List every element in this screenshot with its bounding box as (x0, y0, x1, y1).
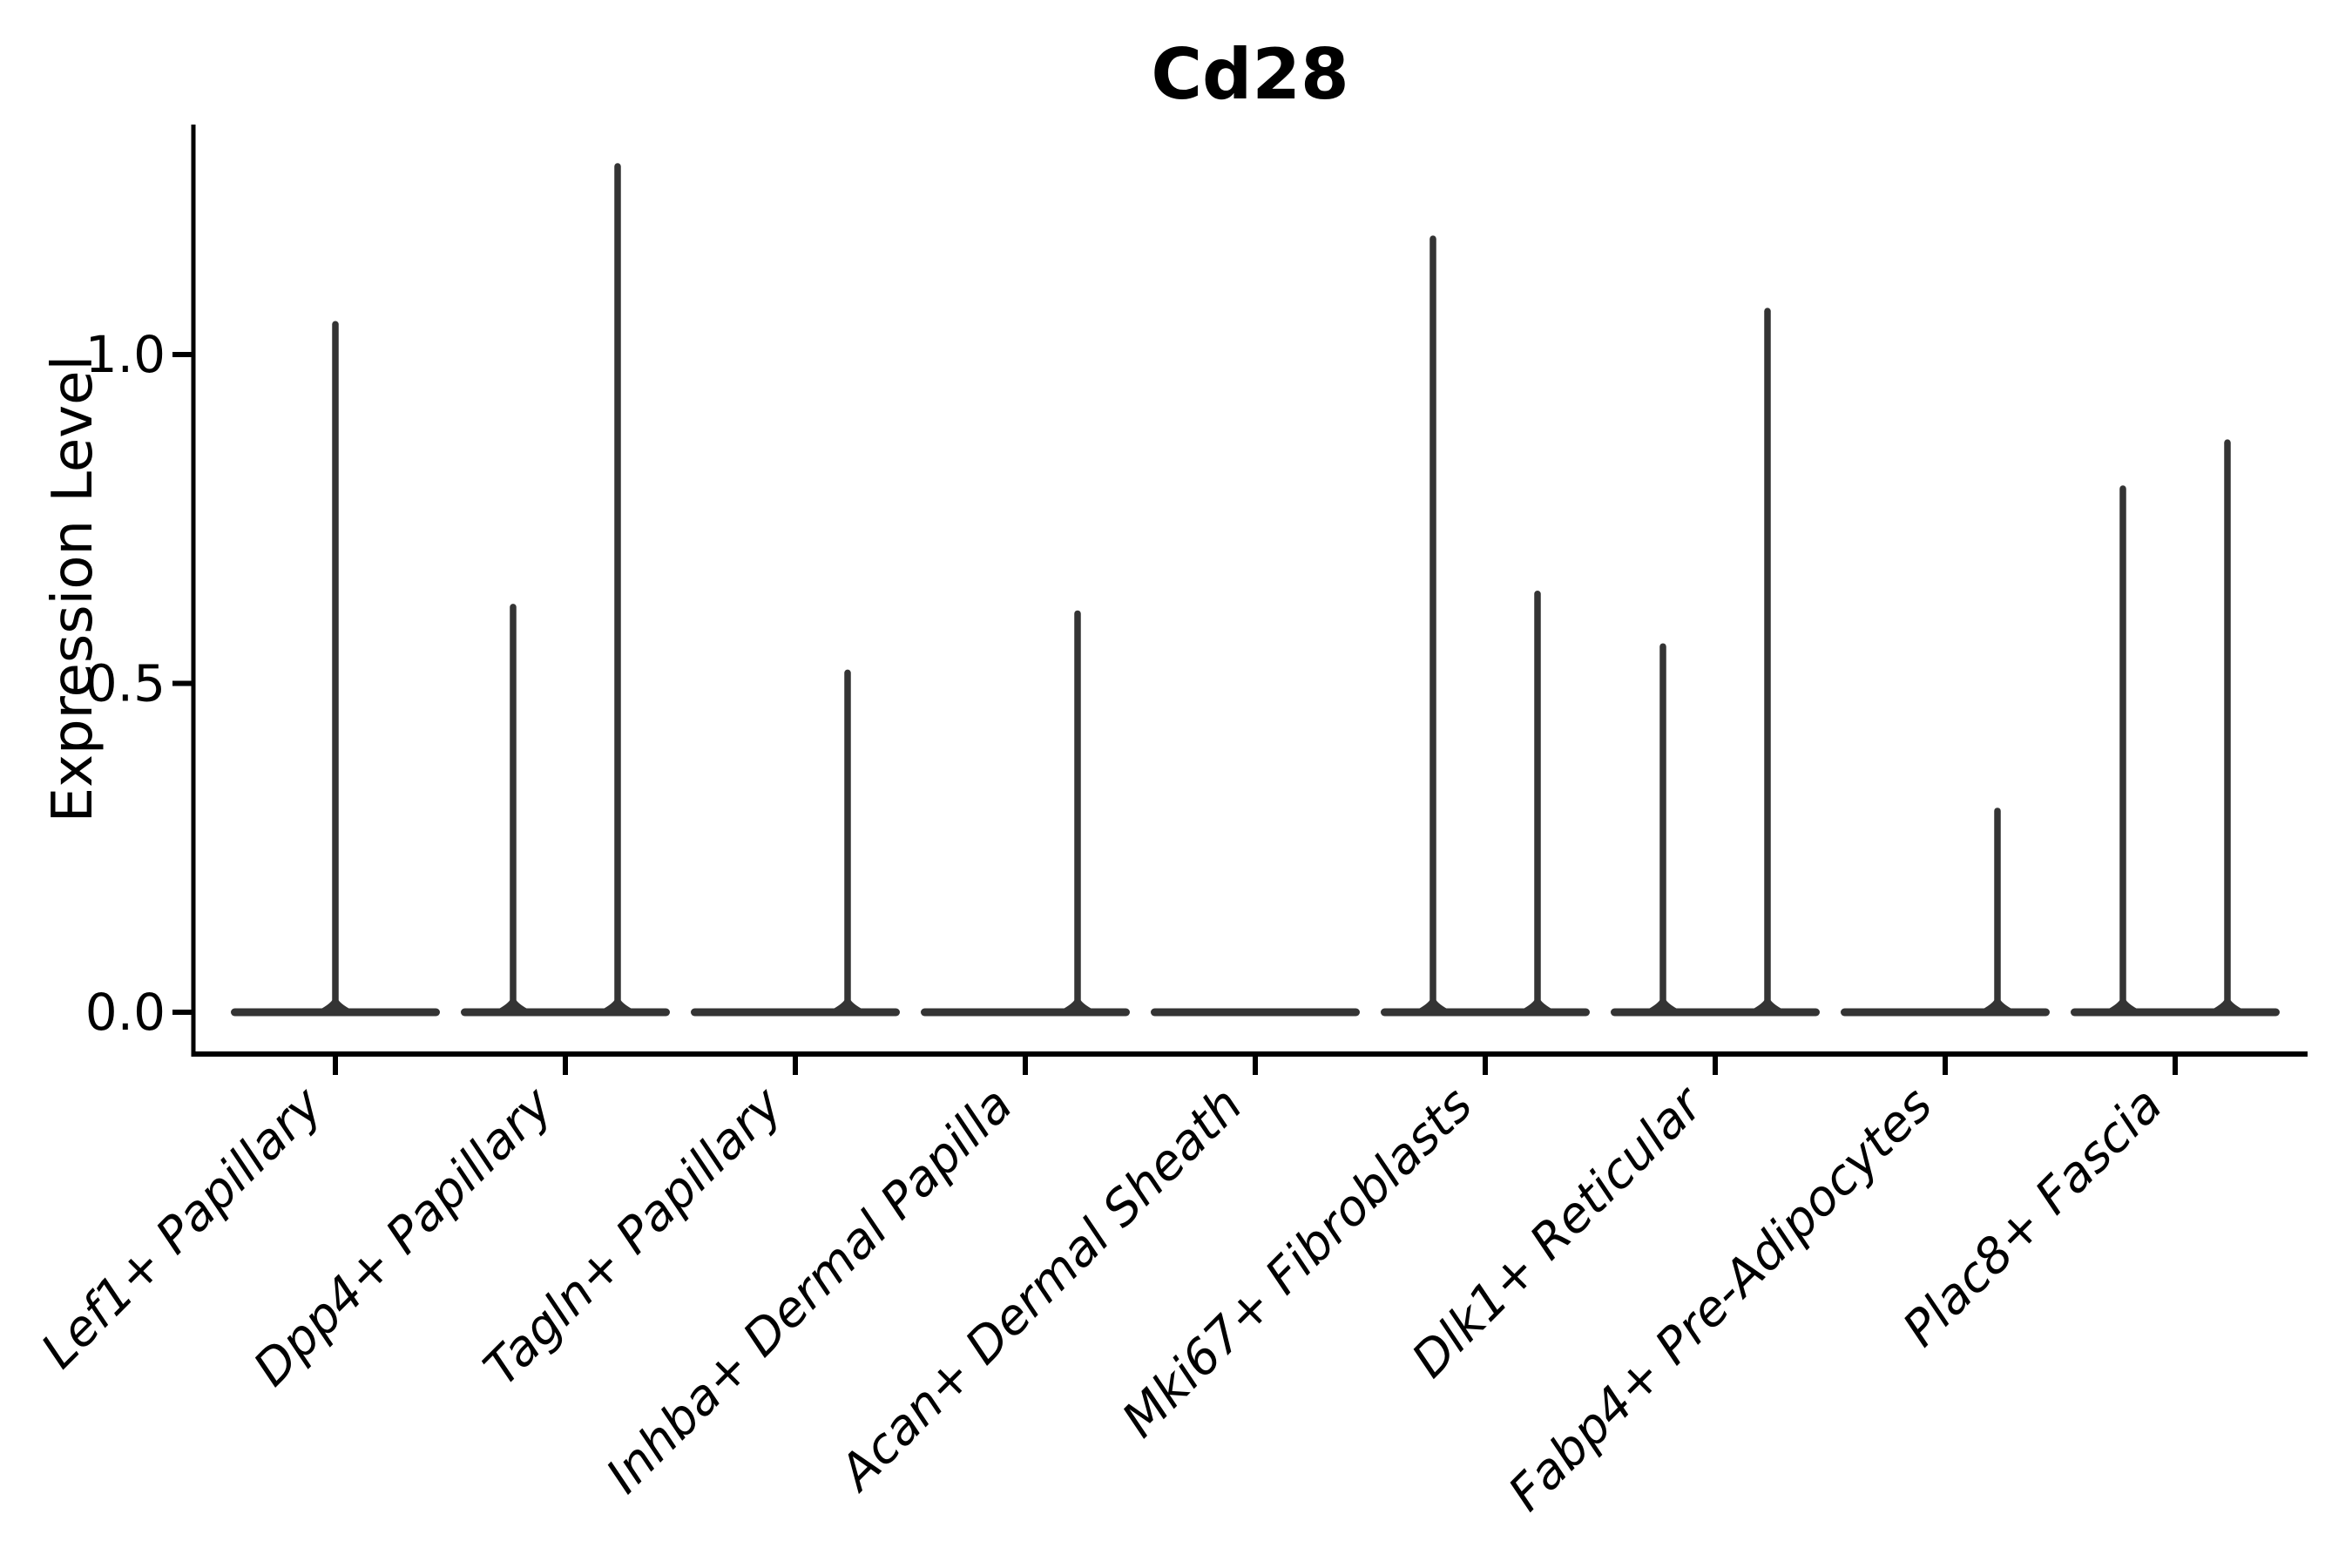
violins (231, 163, 2280, 1017)
violin-body (1841, 1008, 2050, 1017)
violin-body (461, 1008, 670, 1017)
violin-body (1151, 1008, 1360, 1017)
violin (691, 669, 900, 1017)
y-axis-label: Expression Level (41, 355, 105, 823)
y-tick-label: 0.0 (85, 983, 166, 1042)
axes (172, 125, 2308, 1075)
violin (921, 610, 1130, 1017)
violin (1841, 808, 2050, 1017)
violin (2071, 439, 2280, 1017)
x-tick-label: Fabp4+ Pre-Adipocytes (1498, 1077, 1943, 1522)
violin-body (1381, 1008, 1590, 1017)
chart-title: Cd28 (1151, 34, 1348, 115)
violin-body (691, 1008, 900, 1017)
violin (461, 163, 670, 1017)
violin-body (2071, 1008, 2280, 1017)
violin (1611, 308, 1820, 1017)
x-tick-label: Inhba+ Dermal Papilla (596, 1077, 1024, 1504)
violin (1381, 235, 1590, 1017)
violin (1151, 1008, 1360, 1017)
y-tick-label: 1.0 (85, 325, 166, 384)
violin (231, 321, 440, 1017)
y-tick-label: 0.5 (85, 654, 166, 713)
violin-body (921, 1008, 1130, 1017)
violin-body (1611, 1008, 1820, 1017)
x-tick-label: Acan+ Dermal Sheath (828, 1077, 1254, 1503)
